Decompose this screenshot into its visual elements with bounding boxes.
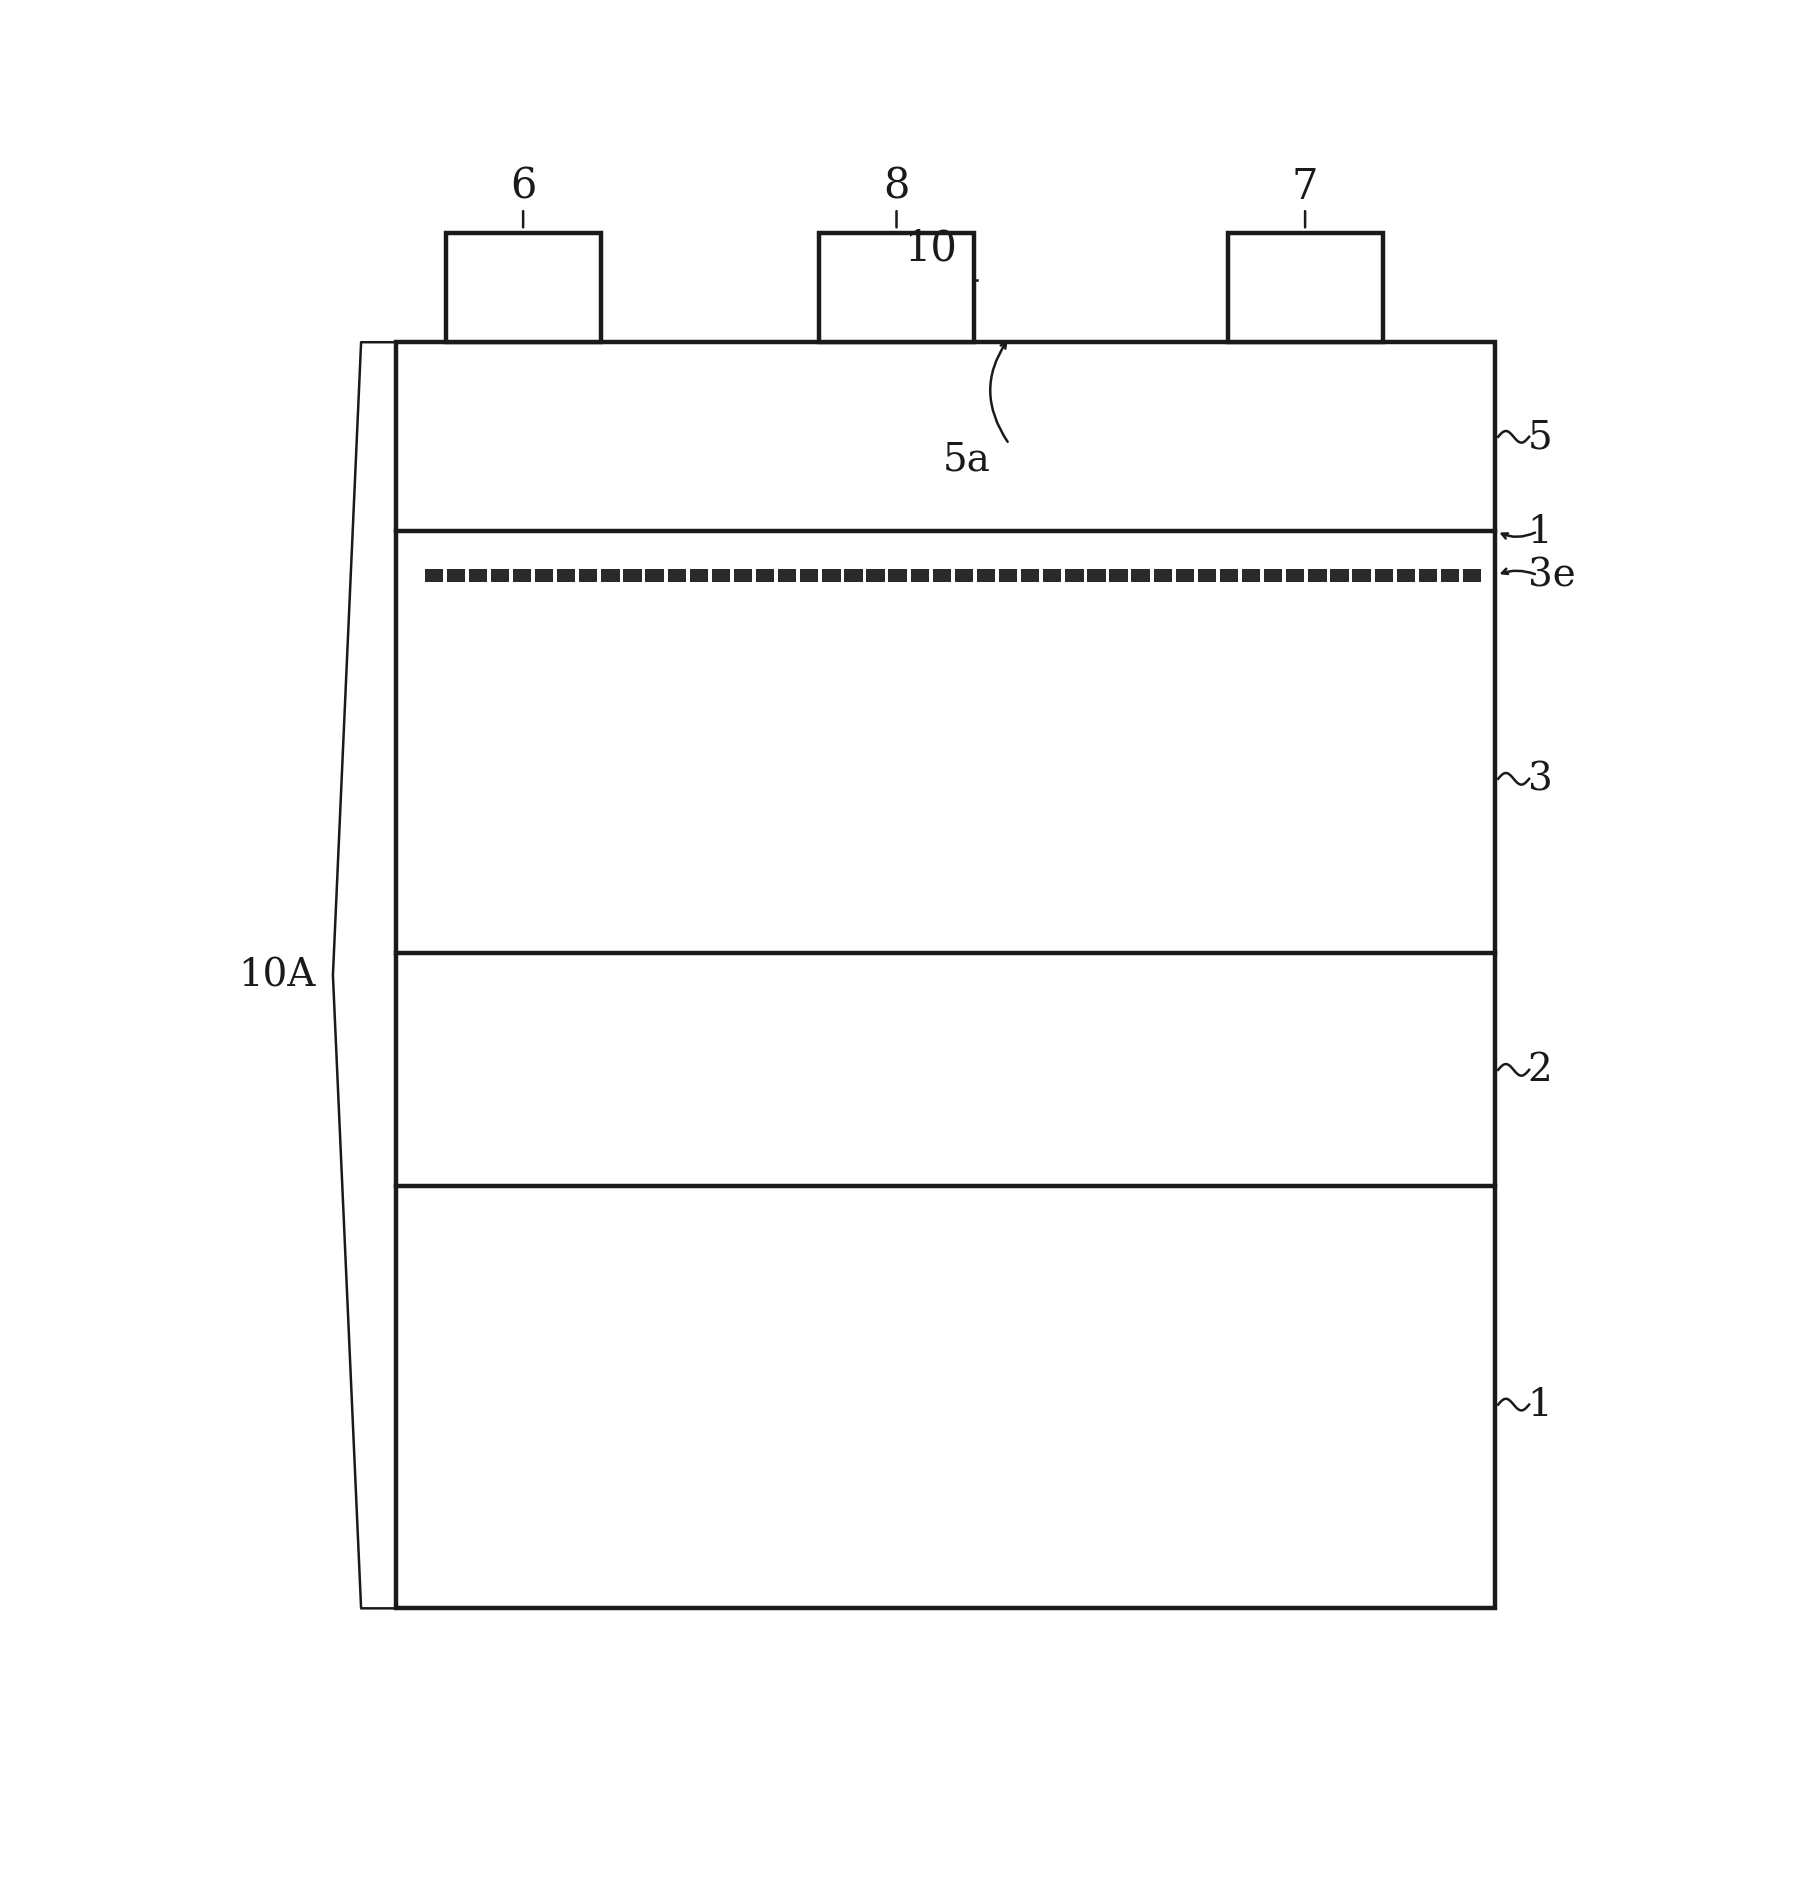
Bar	[976, 569, 994, 582]
Bar	[491, 569, 509, 582]
Bar	[1442, 569, 1460, 582]
Bar	[1331, 569, 1349, 582]
Bar	[734, 569, 753, 582]
Bar	[689, 569, 707, 582]
Text: 2: 2	[1527, 1052, 1553, 1088]
Bar	[1131, 569, 1149, 582]
Bar	[1309, 569, 1327, 582]
Bar	[1065, 569, 1084, 582]
Bar	[756, 569, 774, 582]
Text: 1: 1	[1527, 514, 1553, 550]
Bar	[580, 569, 598, 582]
Bar	[1227, 234, 1382, 344]
Bar	[998, 569, 1018, 582]
Bar	[447, 569, 465, 582]
Bar	[1022, 569, 1040, 582]
Text: 5a: 5a	[944, 440, 991, 478]
Bar	[396, 344, 1494, 1609]
Bar	[1264, 569, 1282, 582]
Bar	[867, 569, 885, 582]
Bar	[556, 569, 574, 582]
Text: 10A: 10A	[238, 958, 315, 994]
Bar	[1176, 569, 1194, 582]
Bar	[954, 569, 973, 582]
Bar	[1154, 569, 1173, 582]
Text: 1: 1	[1527, 1387, 1553, 1422]
Bar	[602, 569, 620, 582]
Bar	[1198, 569, 1216, 582]
Bar	[711, 569, 731, 582]
Bar	[1242, 569, 1260, 582]
Bar	[425, 569, 444, 582]
Text: 7: 7	[1293, 166, 1318, 208]
Bar	[911, 569, 929, 582]
Bar	[1087, 569, 1105, 582]
Bar	[933, 569, 951, 582]
Text: 3e: 3e	[1527, 557, 1576, 595]
Bar	[844, 569, 862, 582]
Bar	[1044, 569, 1062, 582]
Text: 5: 5	[1527, 419, 1553, 455]
Text: 6: 6	[509, 166, 536, 208]
Text: 10: 10	[905, 227, 958, 270]
Bar	[645, 569, 664, 582]
Bar	[1220, 569, 1238, 582]
Bar	[1463, 569, 1482, 582]
Bar	[667, 569, 685, 582]
Bar	[818, 234, 974, 344]
Bar	[534, 569, 553, 582]
Bar	[1396, 569, 1414, 582]
Bar	[1353, 569, 1371, 582]
Bar	[800, 569, 818, 582]
Bar	[778, 569, 796, 582]
Bar	[1109, 569, 1127, 582]
Text: 8: 8	[884, 166, 909, 208]
Bar	[445, 234, 600, 344]
Text: 3: 3	[1527, 761, 1553, 797]
Bar	[822, 569, 840, 582]
Bar	[1374, 569, 1393, 582]
Bar	[469, 569, 487, 582]
Bar	[889, 569, 907, 582]
Bar	[1418, 569, 1436, 582]
Bar	[624, 569, 642, 582]
Bar	[1285, 569, 1305, 582]
Bar	[513, 569, 531, 582]
